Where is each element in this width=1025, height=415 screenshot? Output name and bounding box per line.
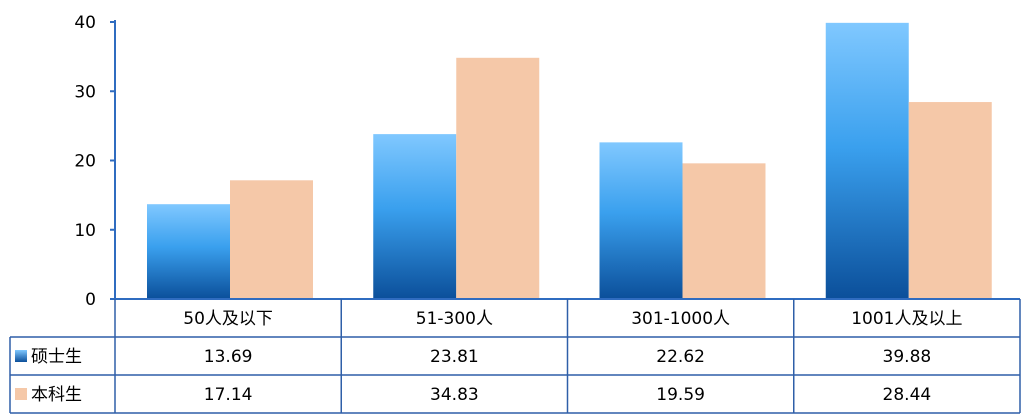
legend-key-series2 (15, 388, 27, 400)
value-label-0-0: 13.69 (204, 347, 253, 367)
series-name-0: 硕士生 (31, 347, 82, 367)
bar-series2-2 (682, 163, 766, 299)
value-label-0-3: 39.88 (883, 347, 932, 367)
value-label-1-2: 19.59 (656, 385, 705, 405)
bar-series1-0 (147, 204, 230, 299)
legend-key-series1 (15, 350, 27, 362)
value-label-1-3: 28.44 (883, 385, 932, 405)
bar-series2-3 (908, 102, 992, 299)
value-label-0-2: 22.62 (656, 347, 705, 367)
category-label-1: 51-300人 (416, 309, 493, 329)
series-name-1: 本科生 (31, 385, 82, 405)
y-axis-ticks: 0 10 20 30 40 (74, 13, 115, 310)
bar-series1-1 (373, 134, 457, 299)
bar-series2-0 (230, 180, 313, 299)
bar-series1-2 (599, 142, 683, 299)
bar-series2-1 (456, 57, 540, 300)
value-label-1-1: 34.83 (430, 385, 479, 405)
bar-series1-3 (825, 22, 909, 300)
y-tick-label-1: 10 (74, 221, 96, 241)
value-label-1-0: 17.14 (204, 385, 253, 405)
category-label-0: 50人及以下 (183, 309, 273, 329)
y-tick-label-3: 30 (74, 82, 96, 102)
value-label-0-1: 23.81 (430, 347, 479, 367)
y-tick-label-2: 20 (74, 152, 96, 172)
category-label-3: 1001人及以上 (851, 309, 962, 329)
category-label-2: 301-1000人 (631, 309, 730, 329)
y-tick-label-4: 40 (74, 13, 96, 33)
y-tick-label-0: 0 (85, 290, 96, 310)
bars (147, 22, 992, 300)
